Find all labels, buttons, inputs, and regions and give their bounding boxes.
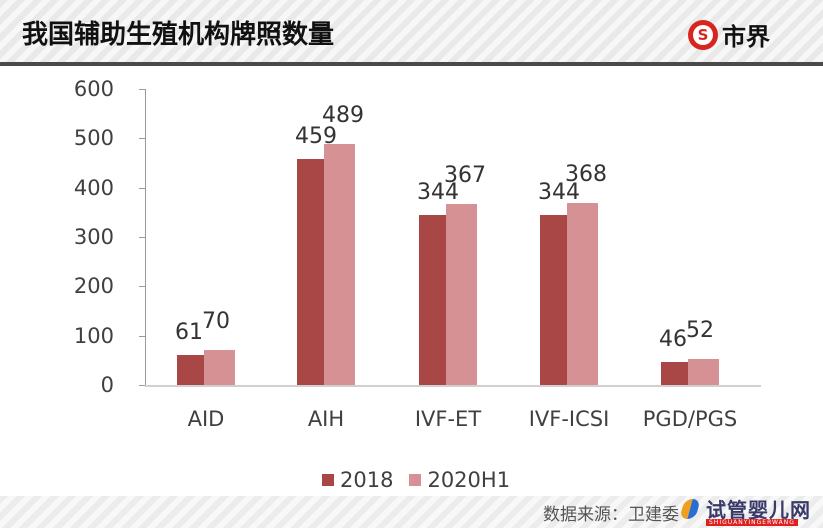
bar-chart: 0 100 200 300 400 500 600 61 70 459 489 344 367 344 3… [0,66,823,496]
bar-ivf-icsi-2020h1 [567,203,598,385]
header-divider [0,62,823,66]
bar-pgd-pgs-2020h1 [688,359,719,385]
bar-aid-2020h1 [204,350,235,385]
brand-name: 市界 [722,23,770,51]
y-tick [139,187,145,189]
y-tick-label: 500 [73,126,114,151]
x-category-label: IVF-ICSI [528,407,610,431]
watermark-logo-icon [679,497,702,521]
y-tick [139,385,145,386]
chart-legend: 2018 2020H1 [322,468,526,492]
bar-ivf-icsi-2018 [540,215,567,385]
data-label: 46 [659,327,687,353]
bar-ivf-et-2018 [419,215,446,385]
y-tick-label: 100 [73,323,114,348]
bar-aid-2018 [177,354,204,385]
y-tick-label: 0 [100,373,114,397]
data-label: 70 [202,309,230,335]
legend-swatch-icon [409,474,422,486]
x-category-label: AID [187,407,225,431]
y-tick-label: 600 [73,77,114,101]
y-tick [139,286,145,288]
bar-pgd-pgs-2018 [661,362,688,385]
data-label: 61 [175,319,203,345]
page-title: 我国辅助生殖机构牌照数量 [22,20,335,50]
x-category-label: AIH [307,407,345,431]
bar-ivf-et-2020h1 [446,203,477,385]
y-tick [139,138,145,140]
y-tick-label: 300 [73,225,114,249]
data-label: 52 [686,318,714,344]
y-tick [139,237,145,238]
data-source: 数据来源：卫建委 [543,505,679,525]
x-axis [145,385,761,387]
data-label: 489 [322,102,364,128]
legend-item-2020h1: 2020H1 [409,468,510,492]
bar-aih-2020h1 [324,143,355,385]
x-category-label: PGD/PGS [642,407,738,431]
y-axis [145,89,146,386]
legend-item-2018: 2018 [322,468,393,492]
watermark: 试管婴儿网 SHIGUANYINGERWANG [679,494,811,526]
x-category-label: IVF-ET [414,407,482,431]
data-label: 368 [565,162,607,188]
data-label: 367 [444,162,486,188]
y-tick [139,89,145,90]
bar-aih-2018 [297,158,324,385]
y-tick-label: 400 [73,175,114,200]
y-tick-label: 200 [73,274,114,299]
watermark-text: 试管婴儿网 [706,498,811,522]
watermark-subtext: SHIGUANYINGERWANG [706,519,798,526]
legend-label: 2020H1 [427,468,511,492]
brand-s-logo-icon: S [688,19,718,50]
data-label: 344 [538,180,580,206]
header-banner [0,0,823,62]
legend-swatch-icon [322,474,334,486]
brand-logo: S 市界 [688,17,770,52]
data-label: 344 [417,180,459,206]
legend-label: 2018 [340,468,394,492]
y-tick [139,335,145,337]
